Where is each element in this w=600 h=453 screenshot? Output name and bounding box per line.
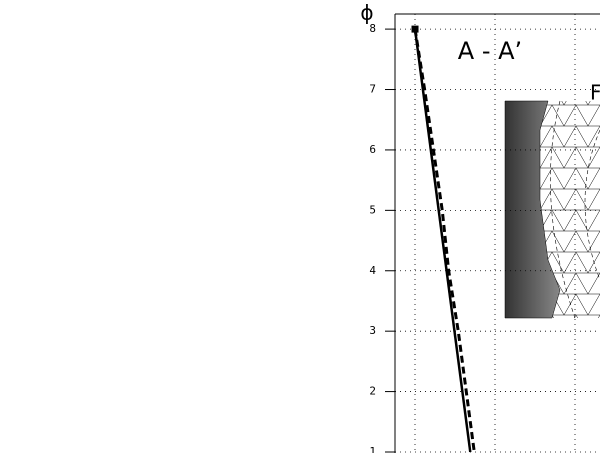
annotation: F bbox=[590, 81, 600, 105]
y-tick-label: 8 bbox=[369, 22, 376, 35]
marker bbox=[411, 25, 419, 33]
x-grid bbox=[414, 14, 576, 453]
y-tick-label: 1 bbox=[369, 445, 376, 453]
y-tick-label: 3 bbox=[369, 324, 376, 337]
y-tick-label: 2 bbox=[369, 385, 376, 398]
y-axis-label: ϕ bbox=[360, 1, 373, 25]
annotation: A - A’ bbox=[458, 37, 522, 65]
series-line bbox=[413, 28, 476, 453]
y-tick-label: 5 bbox=[369, 203, 376, 216]
y-tick-label: 6 bbox=[369, 143, 376, 156]
y-tick-label: 4 bbox=[369, 264, 376, 277]
series-line bbox=[413, 28, 472, 453]
y-tick-label: 7 bbox=[369, 83, 376, 96]
inset-image bbox=[504, 100, 600, 319]
